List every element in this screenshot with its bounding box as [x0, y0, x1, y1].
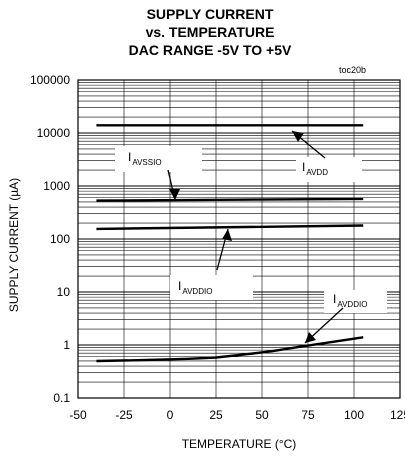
annotation-arrowhead — [305, 332, 316, 343]
annotation-label: IAVDD — [302, 160, 328, 177]
x-tick-label: 50 — [255, 408, 269, 422]
annotation-label: IAVDDIO — [178, 279, 212, 296]
annotation-subscript: AVSSIO — [132, 158, 161, 167]
annotation-subscript: AVDD — [306, 168, 328, 177]
y-tick-label: 100000 — [30, 73, 70, 87]
annotation-main: I — [128, 150, 131, 164]
annotation-arrowhead — [222, 229, 232, 241]
y-tick-label: 1 — [63, 338, 70, 352]
x-tick-label: -25 — [115, 408, 133, 422]
series-line-3 — [96, 224, 364, 231]
series-line-2 — [96, 197, 364, 202]
annotation-main: I — [333, 292, 336, 306]
x-axis-label: TEMPERATURE (°C) — [182, 437, 297, 451]
annotation-main: I — [178, 279, 181, 293]
annotation-arrowhead — [169, 189, 180, 200]
plot-frame — [77, 79, 401, 399]
annotation-arrowhead — [292, 131, 304, 142]
x-tick-label: 125 — [390, 408, 405, 422]
chart-title-line-1: SUPPLY CURRENT — [146, 6, 274, 22]
y-axis-label: SUPPLY CURRENT (µA) — [7, 178, 21, 312]
x-tick-label: -50 — [69, 408, 87, 422]
y-tick-label: 0.1 — [53, 391, 70, 405]
axes: 0.1 1 10 100 1000 10000 100000 -50 -25 0 25 50 75 100… — [30, 73, 405, 422]
x-tick-label: 100 — [344, 408, 364, 422]
chart-title-line-2: vs. TEMPERATURE — [145, 24, 275, 40]
x-tick-label: 25 — [209, 408, 223, 422]
chart-title-line-3: DAC RANGE -5V TO +5V — [128, 42, 292, 58]
y-tick-label: 10000 — [37, 126, 71, 140]
annotation-backdrop — [296, 157, 362, 182]
y-tick-label: 1000 — [43, 179, 70, 193]
x-tick-label: 0 — [167, 408, 174, 422]
y-tick-label: 10 — [57, 285, 71, 299]
annotation-backdrop — [170, 275, 253, 300]
annotation-label: IAVDDIO — [333, 292, 367, 309]
annotation-main: I — [302, 160, 305, 174]
annotation-subscript: AVDDIO — [337, 300, 367, 309]
y-tick-label: 100 — [50, 232, 70, 246]
x-tick-label: 75 — [301, 408, 315, 422]
grid — [77, 80, 401, 399]
annotation-subscript: AVDDIO — [182, 287, 212, 296]
series — [96, 124, 364, 363]
annotation-label: IAVSSIO — [128, 150, 162, 167]
annotation-backdrop — [324, 290, 387, 313]
annotation-backdrop — [115, 146, 202, 172]
chart-note: toc20b — [339, 65, 366, 75]
series-line-4 — [96, 336, 364, 363]
